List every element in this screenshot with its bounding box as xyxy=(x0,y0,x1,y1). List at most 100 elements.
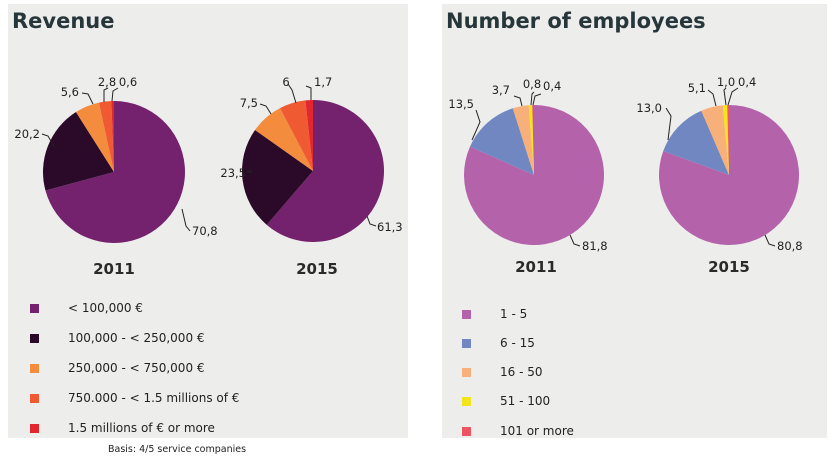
revenue-pie-2015-leader-line-1 xyxy=(366,215,377,227)
legend-item: 1.5 millions of € or more xyxy=(30,420,215,436)
revenue-pie-2015-label-group-4: 6 xyxy=(282,75,297,104)
number-of-employees-pie-2011-label-group-3: 3,7 xyxy=(492,83,523,107)
number-of-employees-pie-2015-value-label-3: 5,1 xyxy=(688,81,706,95)
revenue-title: Revenue xyxy=(12,9,115,33)
number-of-employees-pie-2015-value-label-4: 1,0 xyxy=(717,75,735,89)
number-of-employees-pie-2015-label-group-5: 0,4 xyxy=(727,75,756,106)
revenue-pie-2015-slice-5 xyxy=(305,99,313,171)
revenue-pie-2015-value-label-5: 1,7 xyxy=(314,75,332,89)
legend-label: 250,000 - < 750,000 € xyxy=(68,361,205,375)
legend-label: 100,000 - < 250,000 € xyxy=(68,331,205,345)
revenue-pie-2015-value-label-3: 7,5 xyxy=(240,96,258,110)
number-of-employees-pie-2011-value-label-1: 81,8 xyxy=(582,239,608,253)
number-of-employees-pie-2011-value-label-3: 3,7 xyxy=(492,83,510,97)
number-of-employees-pie-2015-leader-line-4 xyxy=(723,87,727,106)
number-of-employees-pie-2015-slice-4 xyxy=(722,105,729,175)
employees-title: Number of employees xyxy=(446,9,706,33)
revenue-pie-2011-slice-3 xyxy=(75,102,114,172)
revenue-pie-2015-label-group-3: 7,5 xyxy=(240,96,272,115)
legend-item: 250,000 - < 750,000 € xyxy=(30,360,205,376)
employees-panel: Number of employees 81,8 13,5 3,7 0,8 0,4 201… xyxy=(442,4,827,438)
number-of-employees-pie-2015-label-group-2: 13,0 xyxy=(636,101,672,141)
number-of-employees-pie-2011-value-label-2: 13,5 xyxy=(448,97,474,111)
revenue-pie-2011-value-label-4: 2,8 xyxy=(98,75,116,89)
number-of-employees-pie-2015-leader-line-2 xyxy=(665,107,672,141)
number-of-employees-pie-2011-value-label-4: 0,8 xyxy=(523,77,541,91)
number-of-employees-pie-2015-slice-2 xyxy=(663,110,729,175)
number-of-employees-pie-2015-slice-5 xyxy=(727,104,729,175)
revenue-pie-2011-label-group-2: 20,2 xyxy=(14,127,56,149)
basis-footnote: Basis: 4/5 service companies xyxy=(108,444,247,455)
revenue-pie-2011-value-label-1: 70,8 xyxy=(192,224,218,238)
number-of-employees-pie-2011-label-group-5: 0,4 xyxy=(532,79,561,106)
number-of-employees-pie-2011-slice-2 xyxy=(470,108,534,175)
number-of-employees-pie-2015-leader-line-3 xyxy=(707,89,717,107)
number-of-employees-pie-2015-value-label-1: 80,8 xyxy=(777,239,803,253)
revenue-pie-2011-year-label: 2011 xyxy=(93,260,135,278)
revenue-pie-2015-value-label-4: 6 xyxy=(282,75,289,89)
revenue-panel: Revenue 70,8 20,2 5,6 2,8 0,6 2011 61,3 23,5 7,5… xyxy=(8,4,408,438)
number-of-employees-pie-2011-label-group-4: 0,8 xyxy=(523,77,541,106)
revenue-pie-2015-label-group-2: 23,5 xyxy=(220,166,253,180)
revenue-pie-2011-leader-line-3 xyxy=(81,92,94,105)
number-of-employees-pie-2011-year-label: 2011 xyxy=(515,258,557,276)
revenue-pie-2011-slice-4 xyxy=(98,101,114,172)
legend-label: 16 - 50 xyxy=(500,365,543,379)
revenue-pie-2015-leader-line-4 xyxy=(287,83,297,104)
revenue-pie-2011-slice-2 xyxy=(43,112,114,191)
revenue-pie-2015-leader-line-2 xyxy=(246,169,253,173)
number-of-employees-pie-2011-label-group-2: 13,5 xyxy=(448,97,481,141)
revenue-pie-2011-value-label-3: 5,6 xyxy=(61,85,79,99)
number-of-employees-pie-2015-slice-3 xyxy=(701,105,729,175)
revenue-pie-2011-label-group-3: 5,6 xyxy=(61,85,94,105)
revenue-pie-2015-year-label: 2015 xyxy=(296,260,338,278)
revenue-pie-2011-label-group-1: 70,8 xyxy=(181,208,218,238)
revenue-pie-2015-slice-1 xyxy=(266,100,385,242)
revenue-pie-2011-label-group-5: 0,6 xyxy=(111,75,137,102)
number-of-employees-pie-2011-leader-line-5 xyxy=(532,93,542,106)
legend-item: 101 or more xyxy=(462,423,574,439)
legend-swatch xyxy=(462,426,471,436)
number-of-employees-pie-2015-year-label: 2015 xyxy=(708,258,750,276)
legend-swatch xyxy=(462,367,471,377)
number-of-employees-pie-2011-leader-line-1 xyxy=(569,234,581,247)
revenue-pie-charts: 70,8 20,2 5,6 2,8 0,6 2011 61,3 23,5 7,5 6 1,7 2015 xyxy=(14,75,403,278)
legend-label: 101 or more xyxy=(500,424,574,438)
number-of-employees-pie-2011-leader-line-2 xyxy=(471,109,481,141)
revenue-pie-2011-leader-line-5 xyxy=(111,87,119,102)
legend-label: < 100,000 € xyxy=(68,301,143,315)
legend-label: 6 - 15 xyxy=(500,336,535,350)
revenue-pie-2015-leader-line-3 xyxy=(259,103,272,115)
legend-swatch xyxy=(462,338,471,348)
number-of-employees-pie-2011-slice-3 xyxy=(512,105,534,175)
legend-label: 1.5 millions of € or more xyxy=(68,421,215,435)
legend-swatch xyxy=(30,303,39,313)
legend-label: 1 - 5 xyxy=(500,307,528,321)
number-of-employees-pie-2011-slice-4 xyxy=(528,105,534,175)
number-of-employees-pie-2011-leader-line-4 xyxy=(530,91,535,106)
revenue-pie-2011-leader-line-4 xyxy=(103,87,109,102)
revenue-pie-2015-label-group-1: 61,3 xyxy=(366,215,403,234)
legend-item: < 100,000 € xyxy=(30,300,143,316)
number-of-employees-pie-2015-value-label-2: 13,0 xyxy=(636,101,662,115)
legend-swatch xyxy=(462,396,471,406)
revenue-pie-2011-value-label-2: 20,2 xyxy=(14,127,40,141)
revenue-pie-2015-label-group-5: 1,7 xyxy=(305,75,332,100)
number-of-employees-pie-2015-leader-line-1 xyxy=(764,234,776,247)
legend-swatch xyxy=(462,309,471,319)
legend-swatch xyxy=(30,333,39,343)
legend-swatch xyxy=(30,423,39,433)
number-of-employees-pie-2011-slice-5 xyxy=(532,104,534,175)
legend-swatch xyxy=(30,393,39,403)
revenue-pie-2011-value-label-5: 0,6 xyxy=(119,75,137,89)
revenue-pie-2011-leader-line-2 xyxy=(41,133,56,149)
revenue-pie-2015-leader-line-5 xyxy=(305,85,312,100)
revenue-pie-2015-slice-4 xyxy=(279,100,313,171)
number-of-employees-pie-2011-value-label-5: 0,4 xyxy=(543,79,561,93)
revenue-pie-2011-leader-line-1 xyxy=(181,208,191,232)
number-of-employees-pie-2011-slice-1 xyxy=(464,105,605,246)
number-of-employees-pie-2015-label-group-1: 80,8 xyxy=(764,234,803,253)
legend-item: 6 - 15 xyxy=(462,335,535,351)
number-of-employees-pie-2015-leader-line-5 xyxy=(727,87,739,106)
